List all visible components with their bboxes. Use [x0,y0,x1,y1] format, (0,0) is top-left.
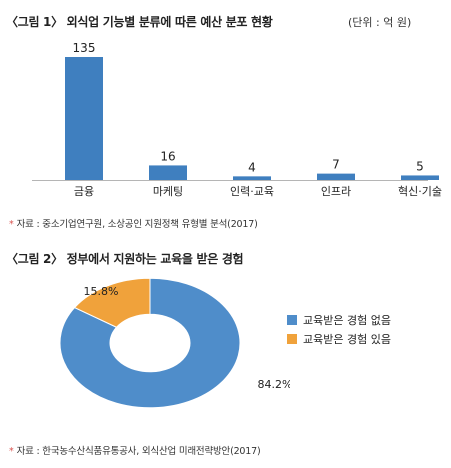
bar-value-label-3: 7 [332,158,340,172]
figure1-title: 〈그림 1〉 외식업 기능별 분류에 따른 예산 분포 현황 [6,15,273,29]
figure2-title: 〈그림 2〉 정부에서 지원하는 교육을 받은 경험 [6,252,244,266]
bar-0 [65,57,103,180]
bar-value-label-2: 4 [248,160,256,174]
figure1-source: * 자료 : 중소기업연구원, 소상공인 지원정책 유형별 분석(2017) [9,216,258,230]
donut-legend: 교육받은 경험 없음 교육받은 경험 있음 [287,312,391,350]
donut-label-0: 84.2% [258,378,290,391]
figure2-source-text: 자료 : 한국농수산식품유통공사, 외식산업 미래전략방안(2017) [16,446,261,457]
bar-4 [401,175,439,180]
legend-item-no-experience: 교육받은 경험 없음 [287,312,391,328]
legend-swatch-has-experience [287,334,297,344]
figure1-unit: (단위 : 억 원) [348,16,412,29]
donut-label-1: 15.8% [84,285,119,298]
bar-value-label-0: 135 [73,41,96,55]
donut-slice-1 [73,277,151,328]
legend-label-has-experience: 교육받은 경험 있음 [303,333,391,346]
bar-category-label-0: 금융 [74,185,94,198]
source-mark: * [9,219,14,230]
figure1-source-text: 자료 : 중소기업연구원, 소상공인 지원정책 유형별 분석(2017) [16,219,258,230]
legend-label-no-experience: 교육받은 경험 없음 [303,314,391,327]
figure2-source: * 자료 : 한국농수산식품유통공사, 외식산업 미래전략방안(2017) [9,443,261,457]
source-mark-2: * [9,446,14,457]
bar-category-label-4: 혁신·기술 [398,185,442,198]
bar-chart: 135 금융 16 마케팅 4 인력·교육 7 인프라 5 혁신·기술 [32,41,442,198]
bar-category-label-1: 마케팅 [153,185,183,198]
bar-2 [233,176,271,180]
bar-1 [149,165,187,180]
donut-chart: 84.2% 15.8% [59,277,290,409]
legend-item-has-experience: 교육받은 경험 있음 [287,331,391,347]
bar-3 [317,173,355,180]
bar-value-label-1: 16 [160,149,175,163]
bar-category-label-3: 인프라 [321,185,351,198]
bar-value-label-4: 5 [416,159,424,173]
donut-slice-0 [59,277,241,409]
legend-swatch-no-experience [287,315,297,325]
bar-category-label-2: 인력·교육 [230,185,274,198]
